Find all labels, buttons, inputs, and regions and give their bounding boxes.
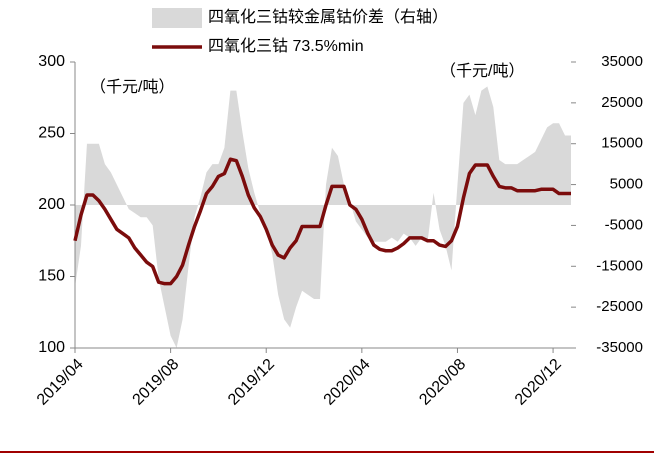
annotation: （千元/吨） bbox=[440, 62, 524, 80]
y2-tick-label: -35000 bbox=[596, 339, 643, 356]
y2-tick-label: 35000 bbox=[601, 53, 643, 70]
x-tick-label: 2020/12 bbox=[512, 356, 565, 409]
y2-tick-label: 25000 bbox=[601, 94, 643, 111]
annotation: （千元/吨） bbox=[90, 78, 174, 96]
y-tick-label: 250 bbox=[38, 125, 65, 142]
legend-swatch bbox=[152, 8, 202, 28]
x-tick-label: 2019/12 bbox=[225, 356, 278, 409]
x-tick-label: 2019/04 bbox=[34, 356, 87, 409]
x-tick-label: 2020/04 bbox=[321, 356, 374, 409]
y2-tick-label: -15000 bbox=[596, 257, 643, 274]
legend-label: 四氧化三钴较金属钴价差（右轴） bbox=[208, 8, 448, 26]
y-tick-label: 100 bbox=[38, 339, 65, 356]
x-tick-label: 2019/08 bbox=[130, 356, 183, 409]
legend-label: 四氧化三钴 73.5%min bbox=[208, 37, 364, 55]
y2-tick-label: 5000 bbox=[610, 176, 643, 193]
y2-tick-label: -25000 bbox=[596, 298, 643, 315]
y2-tick-label: 15000 bbox=[601, 135, 643, 152]
y2-tick-label: -5000 bbox=[605, 216, 643, 233]
x-tick-label: 2020/08 bbox=[416, 356, 469, 409]
y-tick-label: 300 bbox=[38, 53, 65, 70]
line bbox=[73, 157, 571, 286]
y-tick-label: 200 bbox=[38, 196, 65, 213]
y-tick-label: 150 bbox=[38, 268, 65, 285]
